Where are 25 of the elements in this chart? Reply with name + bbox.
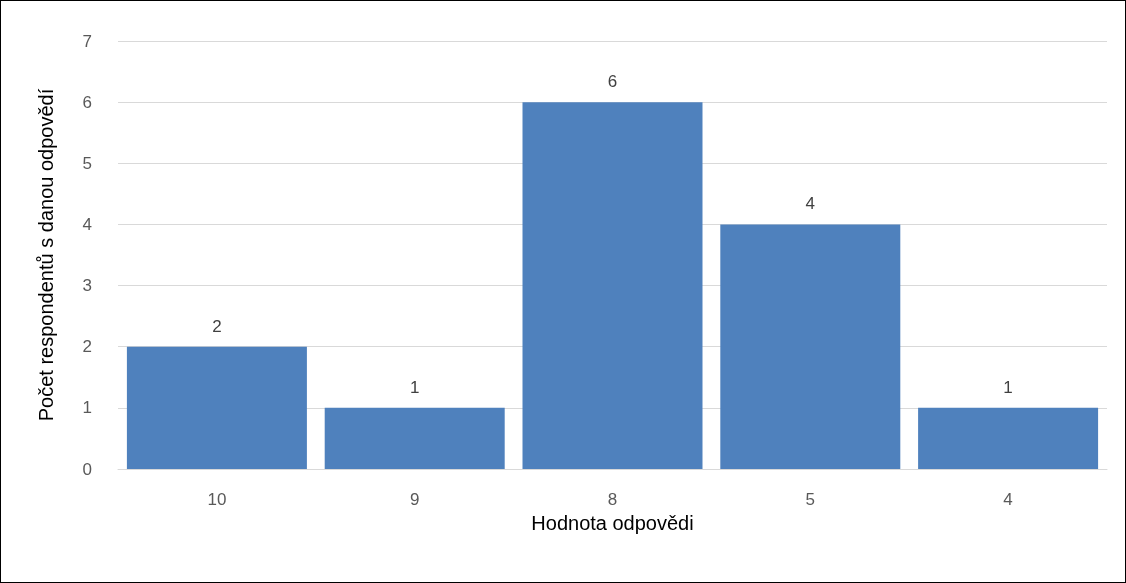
- y-tick-label: 4: [82, 214, 92, 234]
- bar: [522, 102, 703, 469]
- y-tick-label: 2: [82, 337, 92, 357]
- x-tick-label: 10: [207, 490, 227, 509]
- data-label: 1: [1003, 377, 1013, 397]
- y-axis-title: Počet respondentů s danou odpovědí: [35, 88, 57, 422]
- data-label: 6: [607, 72, 618, 92]
- data-label: 1: [409, 377, 420, 397]
- y-tick-label: 1: [82, 398, 92, 418]
- y-tick-label: 5: [82, 153, 92, 173]
- bar: [720, 224, 901, 469]
- x-tick-label: 9: [409, 490, 420, 509]
- y-tick-label: 0: [82, 459, 92, 479]
- data-label: 4: [805, 194, 816, 214]
- bar: [324, 407, 505, 469]
- bar: [918, 407, 1099, 469]
- y-tick-label: 6: [82, 92, 92, 112]
- y-tick-label: 3: [82, 276, 92, 296]
- y-tick-label: 7: [82, 31, 92, 51]
- data-label: 2: [212, 316, 222, 336]
- x-axis-title: Hodnota odpovědi: [531, 512, 694, 534]
- bar: [126, 346, 307, 469]
- x-tick-label: 4: [1003, 490, 1013, 509]
- x-tick-label: 8: [607, 490, 618, 509]
- x-tick-label: 5: [805, 490, 816, 509]
